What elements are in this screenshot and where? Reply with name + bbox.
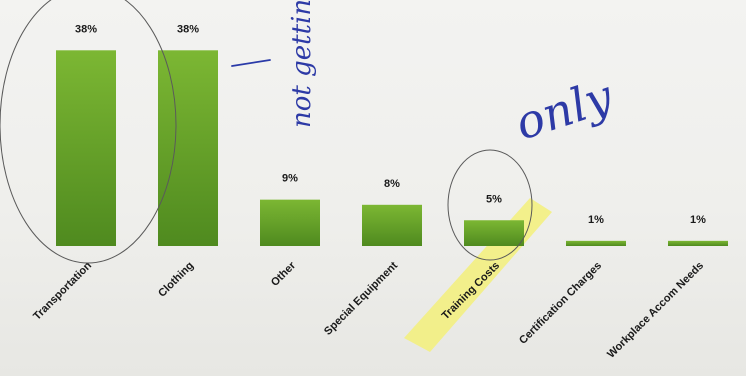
- tick-label-other: Other: [269, 259, 299, 289]
- tick-label-workplace-accom-needs: Workplace Accom Needs: [605, 260, 706, 361]
- bar-training-costs: [464, 220, 524, 246]
- tick-label-transportation: Transportation: [31, 259, 94, 322]
- pencil-circle-transportation: [0, 0, 177, 264]
- pencil-circle-training-costs: [447, 149, 533, 261]
- tick-label-special-equipment: Special Equipment: [322, 259, 400, 337]
- bar-other: [260, 199, 320, 246]
- handwritten-note-not-getting-skills: not getting skills: [287, 0, 317, 128]
- tick-label-clothing: Clothing: [156, 260, 196, 300]
- data-label-clothing: 38%: [177, 23, 199, 35]
- bar-certification-charges: [566, 240, 626, 246]
- bar-workplace-accom-needs: [668, 240, 728, 246]
- category-tick-labels: Transportation Clothing Other Special Equip…: [31, 259, 706, 361]
- data-label-training-costs: 5%: [486, 193, 502, 205]
- ink-dash: [231, 59, 271, 67]
- bars-layer: [56, 50, 728, 246]
- tick-label-certification-charges: Certification Charges: [517, 260, 604, 347]
- handwritten-note-only: only: [509, 69, 620, 151]
- data-label-workplace-accom-needs: 1%: [690, 214, 706, 226]
- bar-clothing: [158, 50, 218, 246]
- data-label-special-equipment: 8%: [384, 178, 400, 190]
- data-label-certification-charges: 1%: [588, 214, 604, 226]
- bar-special-equipment: [362, 204, 422, 246]
- data-label-transportation: 38%: [75, 23, 97, 35]
- bar-transportation: [56, 50, 116, 246]
- data-label-other: 9%: [282, 173, 298, 185]
- data-labels-layer: 38% 38% 9% 8% 5% 1% 1%: [75, 23, 706, 226]
